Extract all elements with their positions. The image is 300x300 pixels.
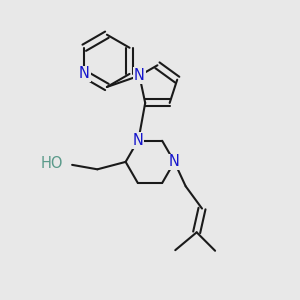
Text: N: N <box>132 133 143 148</box>
Text: N: N <box>134 68 145 83</box>
Text: N: N <box>169 154 180 169</box>
Text: N: N <box>79 66 90 81</box>
Text: HO: HO <box>41 157 63 172</box>
